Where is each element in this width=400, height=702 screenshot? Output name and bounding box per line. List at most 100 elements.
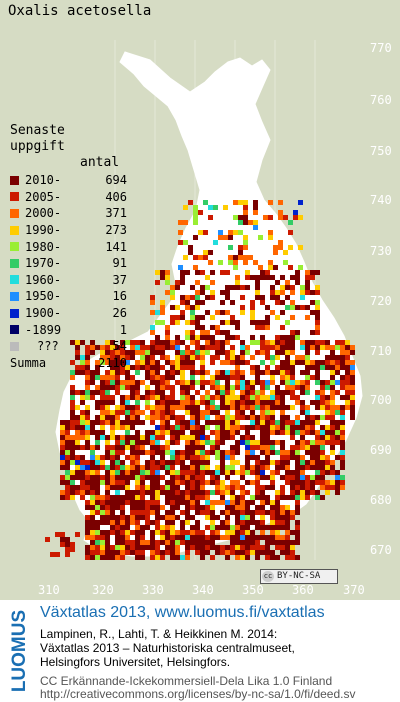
occurrence-cell <box>185 405 190 410</box>
occurrence-cell <box>275 355 280 360</box>
occurrence-cell <box>255 290 260 295</box>
occurrence-cell <box>285 430 290 435</box>
occurrence-cell <box>310 455 315 460</box>
occurrence-cell <box>315 325 320 330</box>
occurrence-cell <box>125 515 130 520</box>
occurrence-cell <box>258 265 263 270</box>
occurrence-cell <box>265 555 270 560</box>
occurrence-cell <box>230 525 235 530</box>
occurrence-cell <box>110 525 115 530</box>
occurrence-cell <box>205 450 210 455</box>
legend-row-2005: 2005- 406 <box>10 189 127 206</box>
occurrence-cell <box>175 420 180 425</box>
occurrence-cell <box>85 550 90 555</box>
occurrence-cell <box>295 525 300 530</box>
occurrence-cell <box>235 530 240 535</box>
occurrence-cell <box>310 430 315 435</box>
occurrence-cell <box>170 430 175 435</box>
occurrence-cell <box>340 375 345 380</box>
occurrence-cell <box>310 365 315 370</box>
occurrence-cell <box>80 410 85 415</box>
legend-count-header: antal <box>80 155 120 170</box>
occurrence-cell <box>325 430 330 435</box>
footer-license-url[interactable]: http://creativecommons.org/licenses/by-n… <box>40 687 356 701</box>
occurrence-cell <box>315 420 320 425</box>
occurrence-cell <box>300 430 305 435</box>
occurrence-cell <box>325 465 330 470</box>
occurrence-cell <box>300 340 305 345</box>
occurrence-cell <box>120 515 125 520</box>
occurrence-cell <box>335 470 340 475</box>
occurrence-cell <box>270 540 275 545</box>
occurrence-cell <box>335 455 340 460</box>
occurrence-cell <box>220 520 225 525</box>
occurrence-cell <box>90 540 95 545</box>
occurrence-cell <box>200 490 205 495</box>
occurrence-cell <box>275 335 280 340</box>
occurrence-cell <box>285 420 290 425</box>
occurrence-cell <box>245 555 250 560</box>
occurrence-cell <box>130 465 135 470</box>
occurrence-cell <box>135 435 140 440</box>
occurrence-cell <box>235 385 240 390</box>
x-tick-320: 320 <box>92 583 114 597</box>
occurrence-cell <box>300 485 305 490</box>
occurrence-cell <box>115 405 120 410</box>
occurrence-cell <box>130 380 135 385</box>
legend-row-unknown: ??? 54 <box>10 338 127 355</box>
occurrence-cell <box>155 405 160 410</box>
occurrence-cell <box>260 340 265 345</box>
occurrence-cell <box>90 380 95 385</box>
legend-swatch <box>10 341 19 351</box>
occurrence-cell <box>135 550 140 555</box>
occurrence-cell <box>243 240 248 245</box>
occurrence-cell <box>305 450 310 455</box>
occurrence-cell <box>110 475 115 480</box>
occurrence-cell <box>225 330 230 335</box>
occurrence-cell <box>305 420 310 425</box>
occurrence-cell <box>265 540 270 545</box>
occurrence-cell <box>310 425 315 430</box>
occurrence-cell <box>125 485 130 490</box>
occurrence-cell <box>165 355 170 360</box>
occurrence-cell <box>160 405 165 410</box>
occurrence-cell <box>255 465 260 470</box>
occurrence-cell <box>150 485 155 490</box>
occurrence-cell <box>225 550 230 555</box>
occurrence-cell <box>185 335 190 340</box>
occurrence-cell <box>310 270 315 275</box>
occurrence-cell <box>65 537 70 542</box>
occurrence-cell <box>65 455 70 460</box>
occurrence-cell <box>205 400 210 405</box>
occurrence-cell <box>130 515 135 520</box>
occurrence-cell <box>210 500 215 505</box>
occurrence-cell <box>270 415 275 420</box>
occurrence-cell <box>275 450 280 455</box>
occurrence-cell <box>200 465 205 470</box>
occurrence-cell <box>160 410 165 415</box>
occurrence-cell <box>215 535 220 540</box>
occurrence-cell <box>335 365 340 370</box>
occurrence-cell <box>110 340 115 345</box>
occurrence-cell <box>295 280 300 285</box>
occurrence-cell <box>155 385 160 390</box>
occurrence-cell <box>310 340 315 345</box>
occurrence-cell <box>195 390 200 395</box>
occurrence-cell <box>160 420 165 425</box>
footer-atlas-link[interactable]: Växtatlas 2013, www.luomus.fi/vaxtatlas <box>40 604 325 621</box>
occurrence-cell <box>220 455 225 460</box>
occurrence-cell <box>188 250 193 255</box>
license-badge[interactable]: cc BY-NC-SA <box>260 569 338 584</box>
occurrence-cell <box>335 475 340 480</box>
occurrence-cell <box>180 375 185 380</box>
occurrence-cell <box>165 525 170 530</box>
occurrence-cell <box>135 540 140 545</box>
occurrence-cell <box>80 370 85 375</box>
occurrence-cell <box>225 340 230 345</box>
occurrence-cell <box>245 275 250 280</box>
occurrence-cell <box>215 515 220 520</box>
occurrence-cell <box>170 400 175 405</box>
occurrence-cell <box>350 395 355 400</box>
occurrence-cell <box>215 470 220 475</box>
occurrence-cell <box>280 285 285 290</box>
